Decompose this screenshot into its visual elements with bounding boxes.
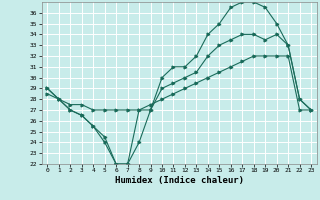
X-axis label: Humidex (Indice chaleur): Humidex (Indice chaleur) bbox=[115, 176, 244, 185]
